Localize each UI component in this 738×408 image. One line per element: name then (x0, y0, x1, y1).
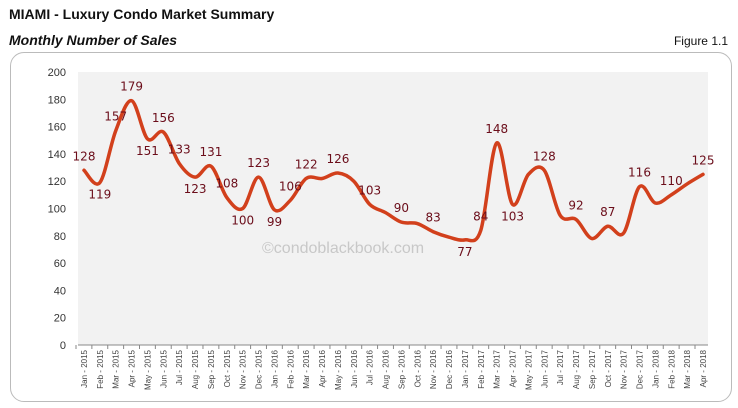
y-tick-label: 200 (48, 67, 66, 79)
data-label: 103 (358, 183, 381, 197)
x-tick-label: Oct - 2015 (223, 349, 232, 387)
x-tick-label: Aug - 2016 (382, 349, 391, 389)
x-tick-label: Mar - 2017 (493, 349, 502, 388)
data-label: 99 (267, 215, 282, 229)
data-label: 116 (628, 166, 651, 180)
data-label: 123 (184, 182, 207, 196)
x-tick-label: Nov - 2016 (429, 349, 438, 389)
data-label: 83 (426, 211, 441, 225)
x-tick-label: Mar - 2015 (112, 349, 121, 388)
x-tick-label: Apr - 2018 (699, 349, 708, 387)
x-tick-label: Oct - 2016 (413, 349, 422, 387)
data-label: 128 (533, 149, 556, 163)
x-tick-label: Mar - 2018 (683, 349, 692, 388)
x-tick-label: Oct - 2017 (604, 349, 613, 387)
x-tick-label: Dec - 2016 (445, 349, 454, 389)
x-tick-label: Dec - 2015 (255, 349, 264, 389)
x-tick-label: Mar - 2016 (302, 349, 311, 388)
watermark: ©condoblackbook.com (262, 240, 425, 257)
y-tick-label: 100 (48, 204, 66, 216)
x-tick-label: Jul - 2015 (175, 349, 184, 385)
x-tick-label: Sep - 2017 (588, 349, 597, 389)
data-label: 119 (88, 188, 111, 202)
data-label: 148 (485, 122, 508, 136)
x-tick-label: Jan - 2016 (270, 349, 279, 387)
x-tick-label: Nov - 2015 (239, 349, 248, 389)
series-line (82, 98, 705, 243)
data-label: 106 (279, 179, 302, 193)
x-tick-label: Jun - 2015 (159, 349, 168, 387)
data-label: 156 (152, 111, 175, 125)
data-label: 128 (73, 149, 96, 163)
y-tick-label: 80 (54, 231, 66, 243)
data-label: 100 (231, 214, 254, 228)
x-tick-label: Jun - 2017 (540, 349, 549, 387)
x-tick-label: Jan - 2015 (80, 349, 89, 387)
x-tick-label: Sep - 2016 (397, 349, 406, 389)
data-label: 157 (104, 110, 127, 124)
x-tick-label: May - 2017 (524, 349, 533, 390)
y-tick-label: 140 (48, 149, 66, 161)
data-label: 179 (120, 80, 143, 94)
data-label: 131 (200, 145, 223, 159)
x-tick-label: Jun - 2016 (350, 349, 359, 387)
data-label: 126 (326, 152, 349, 166)
x-tick-label: Jan - 2017 (461, 349, 470, 387)
data-label: 133 (168, 142, 191, 156)
data-label: 123 (247, 156, 270, 170)
x-tick-label: Aug - 2017 (572, 349, 581, 389)
data-label: 151 (136, 144, 159, 158)
y-tick-label: 60 (54, 258, 66, 270)
data-label: 108 (215, 177, 238, 191)
y-tick-label: 120 (48, 176, 66, 188)
x-tick-label: Dec - 2017 (636, 349, 645, 389)
x-tick-label: Feb - 2018 (667, 349, 676, 388)
x-tick-label: Apr - 2017 (509, 349, 518, 387)
chart-frame (10, 52, 732, 402)
chart-subtitle: Monthly Number of Sales (9, 32, 178, 48)
data-label: 90 (394, 201, 409, 215)
y-tick-label: 160 (48, 122, 66, 134)
x-tick-label: Apr - 2015 (128, 349, 137, 387)
x-tick-label: May - 2015 (143, 349, 152, 390)
data-label: 103 (501, 209, 524, 223)
data-label: 87 (600, 205, 615, 219)
x-tick-label: Aug - 2015 (191, 349, 200, 389)
x-tick-label: Jan - 2018 (651, 349, 660, 387)
data-label: 125 (692, 153, 715, 167)
x-tick-label: Feb - 2017 (477, 349, 486, 388)
data-label: 110 (660, 174, 683, 188)
y-tick-label: 40 (54, 285, 66, 297)
data-label: 122 (295, 157, 318, 171)
y-tick-label: 180 (48, 94, 66, 106)
x-tick-label: Apr - 2016 (318, 349, 327, 387)
x-tick-label: Sep - 2015 (207, 349, 216, 389)
y-tick-label: 0 (60, 340, 66, 352)
x-tick-label: Jul - 2017 (556, 349, 565, 385)
x-tick-label: Feb - 2015 (96, 349, 105, 388)
x-tick-label: Feb - 2016 (286, 349, 295, 388)
chart-title: MIAMI - Luxury Condo Market Summary (9, 6, 275, 22)
plot-area (78, 72, 708, 345)
data-label: 77 (457, 245, 472, 259)
x-tick-label: Nov - 2017 (620, 349, 629, 389)
x-tick-label: Jul - 2016 (366, 349, 375, 385)
y-tick-label: 20 (54, 313, 66, 325)
data-label: 92 (568, 198, 583, 212)
x-tick-label: May - 2016 (334, 349, 343, 390)
data-label: 84 (473, 209, 488, 223)
figure-label: Figure 1.1 (673, 34, 728, 48)
